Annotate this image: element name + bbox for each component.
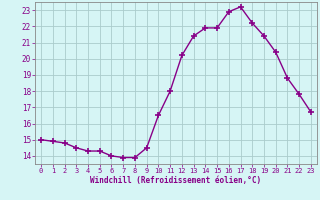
X-axis label: Windchill (Refroidissement éolien,°C): Windchill (Refroidissement éolien,°C) <box>91 176 261 185</box>
